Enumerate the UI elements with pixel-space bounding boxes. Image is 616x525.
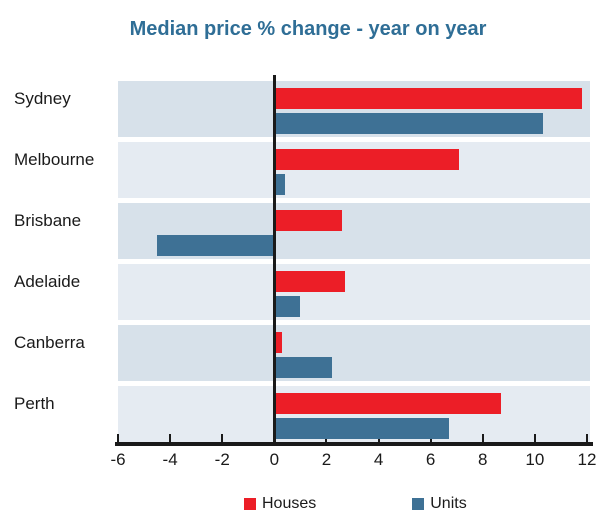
category-label: Melbourne: [14, 150, 95, 169]
x-axis-tick: [117, 434, 119, 442]
bar-units-perth: [274, 418, 449, 439]
x-axis-tick-label: 4: [373, 450, 384, 469]
x-axis-tick: [169, 434, 172, 442]
x-axis-tick-label: -6: [110, 450, 126, 469]
bar-units-melbourne: [274, 174, 285, 195]
x-axis-tick: [221, 434, 224, 442]
category-label: Adelaide: [14, 272, 81, 291]
x-axis-tick-label: 6: [425, 450, 436, 469]
bar-houses-perth: [274, 393, 501, 414]
x-axis-tick-label: 12: [577, 450, 597, 469]
x-axis-tick-label: 10: [525, 450, 545, 469]
bar-houses-canberra: [274, 332, 283, 353]
bar-units-sydney: [274, 113, 543, 134]
bar-units-canberra: [274, 357, 332, 378]
x-axis-tick-label: -2: [214, 450, 230, 469]
legend-item-units: Units: [412, 495, 467, 512]
bar-units-adelaide: [274, 296, 301, 317]
units-swatch: [412, 498, 425, 510]
chart-legend: Houses Units: [244, 496, 467, 512]
legend-item-houses: Houses: [244, 496, 316, 512]
chart-title: Median price % change - year on year: [129, 18, 487, 40]
x-axis-tick: [586, 434, 588, 442]
x-axis-tick: [533, 434, 536, 442]
x-axis-tick-label: 0: [269, 450, 280, 469]
legend-label: Units: [430, 495, 467, 512]
bar-houses-adelaide: [274, 271, 345, 292]
row-band: [118, 325, 590, 381]
x-axis-tick-label: 8: [478, 450, 488, 469]
category-label: Brisbane: [14, 211, 82, 230]
x-axis-line: [115, 442, 593, 446]
row-band: [118, 264, 590, 320]
x-axis-tick: [481, 434, 484, 442]
category-label: Sydney: [14, 89, 71, 108]
zero-axis-line: [272, 75, 276, 446]
houses-swatch: [244, 498, 256, 510]
bar-units-brisbane: [157, 235, 275, 256]
x-axis-tick-label: -4: [162, 450, 178, 469]
x-axis-tick-label: 2: [321, 450, 332, 469]
bar-houses-melbourne: [274, 149, 460, 170]
bar-houses-sydney: [274, 88, 582, 109]
legend-label: Houses: [262, 495, 317, 512]
category-label: Perth: [14, 394, 55, 413]
category-label: Canberra: [14, 333, 85, 352]
bar-houses-brisbane: [274, 210, 343, 231]
